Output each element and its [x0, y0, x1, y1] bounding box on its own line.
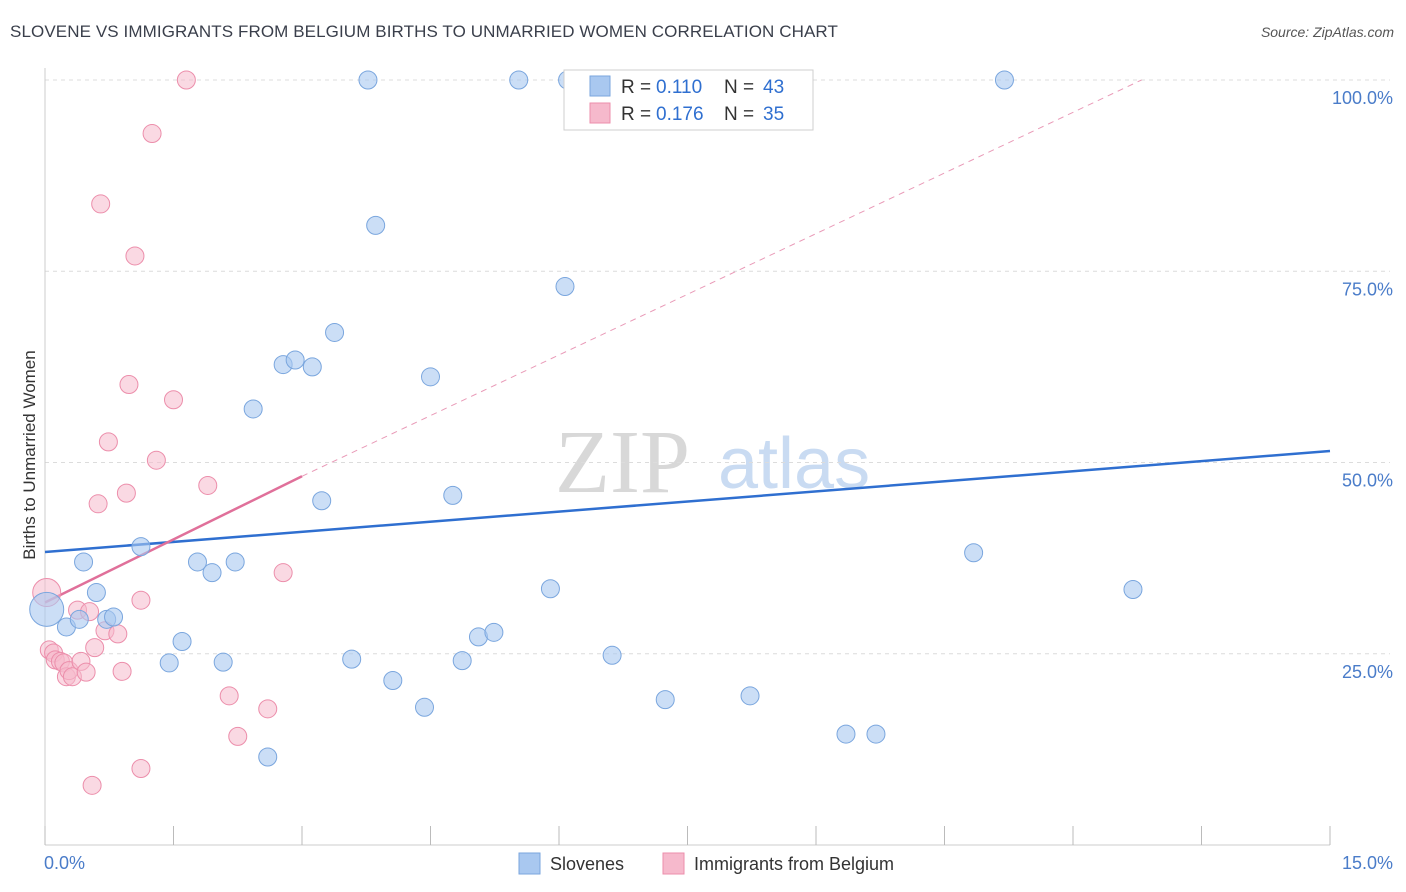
- point-slovenes: [602, 645, 622, 665]
- point-belgium: [228, 726, 248, 746]
- x-tick-label-max: 15.0%: [1342, 853, 1393, 873]
- point-belgium: [119, 374, 139, 394]
- point-slovenes: [325, 322, 345, 342]
- y-tick-label-50: 50.0%: [1342, 471, 1393, 491]
- gridlines: [45, 79, 1390, 655]
- point-slovenes: [866, 724, 886, 744]
- point-slovenes: [74, 552, 94, 572]
- point-slovenes: [655, 690, 675, 710]
- legend-swatch-slovenes: [589, 75, 611, 97]
- point-belgium: [108, 624, 128, 644]
- legend-n-value-1: 43: [763, 77, 784, 98]
- point-slovenes: [1123, 579, 1143, 599]
- point-slovenes: [383, 671, 403, 691]
- y-tick-label-100: 100.0%: [1332, 88, 1393, 108]
- point-slovenes: [159, 653, 179, 673]
- point-belgium: [125, 246, 145, 266]
- point-belgium: [98, 432, 118, 452]
- point-belgium: [112, 661, 132, 681]
- point-belgium: [258, 699, 278, 719]
- point-slovenes: [258, 747, 278, 767]
- point-belgium: [116, 483, 136, 503]
- watermark: ZIP atlas: [555, 413, 870, 512]
- source-credit: Source: ZipAtlas.com: [1260, 24, 1394, 40]
- point-belgium: [164, 390, 183, 410]
- point-belgium: [131, 759, 151, 778]
- point-slovenes: [964, 543, 984, 563]
- bottom-legend-swatch-belgium: [662, 852, 685, 875]
- legend-n-label-1: N =: [724, 77, 754, 98]
- point-slovenes: [443, 485, 463, 505]
- point-belgium: [198, 475, 218, 495]
- trend-lines: [44, 79, 1331, 604]
- point-belgium: [219, 686, 239, 706]
- point-slovenes: [213, 652, 233, 672]
- point-slovenes: [342, 649, 362, 669]
- point-belgium: [85, 638, 105, 658]
- x-tick-label-min: 0.0%: [44, 853, 85, 873]
- point-slovenes: [358, 70, 378, 90]
- point-slovenes: [366, 215, 386, 235]
- point-slovenes: [285, 350, 305, 370]
- y-tick-label-25: 25.0%: [1342, 662, 1393, 682]
- point-slovenes: [202, 563, 222, 583]
- point-slovenes: [243, 399, 263, 419]
- point-slovenes: [415, 697, 435, 717]
- point-slovenes: [540, 579, 560, 599]
- point-slovenes: [131, 537, 151, 557]
- bottom-legend-belgium: Immigrants from Belgium: [694, 854, 894, 874]
- legend-n-value-2: 35: [763, 104, 784, 125]
- point-slovenes: [994, 70, 1014, 90]
- y-tick-label-75: 75.0%: [1342, 279, 1393, 299]
- point-slovenes: [509, 70, 529, 90]
- legend-r-value-2: 0.176: [656, 104, 704, 125]
- point-slovenes: [302, 357, 322, 377]
- point-slovenes: [421, 367, 440, 387]
- point-slovenes: [104, 607, 124, 627]
- point-belgium: [82, 775, 102, 795]
- trend-belgium-extension: [301, 79, 1142, 477]
- point-slovenes: [225, 552, 245, 572]
- point-slovenes: [836, 724, 856, 744]
- series-immigrants-belgium-points: [32, 70, 293, 795]
- watermark-atlas: atlas: [718, 424, 870, 504]
- legend-r-label-1: R =: [621, 77, 651, 98]
- point-belgium: [146, 450, 166, 470]
- point-slovenes: [69, 609, 89, 629]
- legend-r-label-2: R =: [621, 104, 651, 125]
- bottom-legend-swatch-slovenes: [518, 852, 541, 875]
- series-slovenes-points: [29, 70, 1143, 767]
- point-slovenes: [555, 277, 575, 297]
- axes: [44, 68, 1331, 846]
- point-slovenes: [172, 632, 192, 652]
- point-belgium: [176, 70, 196, 90]
- legend-r-value-1: 0.110: [656, 77, 702, 98]
- legend-n-label-2: N =: [724, 104, 754, 125]
- bottom-legend-slovenes: Slovenes: [550, 854, 624, 874]
- x-tick-labels: 0.0% 15.0%: [44, 853, 1393, 873]
- point-belgium: [91, 194, 111, 214]
- point-slovenes: [452, 651, 472, 671]
- point-belgium: [88, 494, 108, 514]
- point-slovenes: [86, 583, 106, 603]
- y-tick-labels: 25.0% 50.0% 75.0% 100.0%: [1332, 88, 1393, 682]
- point-slovenes: [187, 552, 207, 572]
- chart-title: SLOVENE VS IMMIGRANTS FROM BELGIUM BIRTH…: [10, 22, 838, 41]
- point-slovenes: [29, 591, 65, 627]
- point-slovenes: [484, 622, 504, 642]
- trend-slovenes: [44, 449, 1331, 554]
- series-legend: Slovenes Immigrants from Belgium: [518, 852, 894, 875]
- point-belgium: [131, 590, 151, 610]
- legend-swatch-belgium: [589, 102, 611, 124]
- stats-legend: R = 0.110 N = 43 R = 0.176 N = 35: [563, 69, 814, 131]
- point-slovenes: [312, 491, 332, 511]
- point-slovenes: [740, 686, 760, 706]
- y-axis-label: Births to Unmarried Women: [20, 350, 39, 559]
- point-belgium: [273, 563, 293, 583]
- trend-belgium: [44, 475, 303, 604]
- point-belgium: [142, 124, 162, 144]
- point-belgium: [76, 662, 96, 682]
